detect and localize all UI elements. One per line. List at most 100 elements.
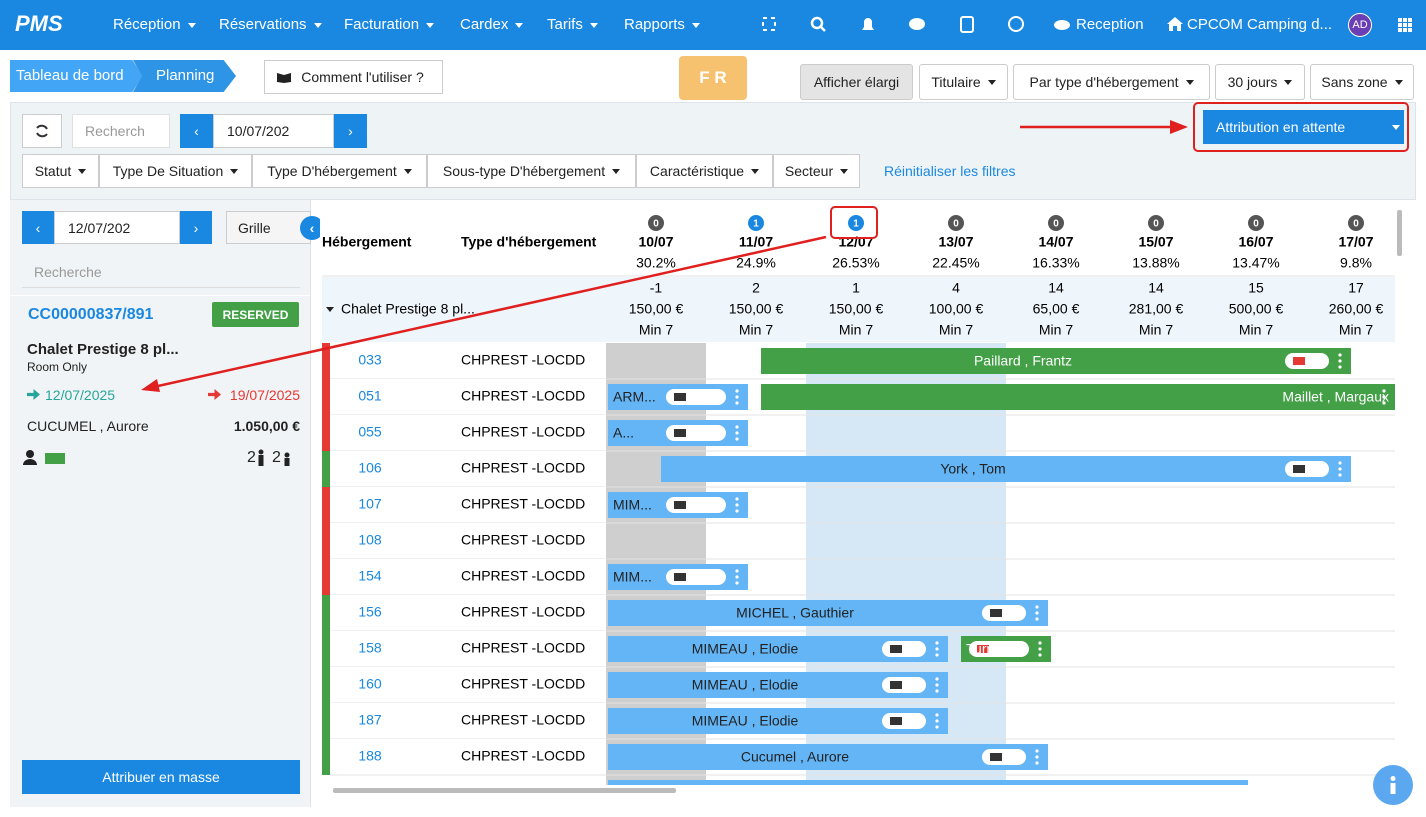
day-price: 260,00 € xyxy=(1329,301,1384,317)
unit-number[interactable]: 108 xyxy=(358,532,382,548)
booking-bar[interactable] xyxy=(761,348,1351,374)
day-badge xyxy=(1048,215,1064,231)
vertical-scrollbar[interactable] xyxy=(1397,210,1402,256)
unit-type: CHPREST -LOCDD xyxy=(461,568,585,584)
booking-menu-dot xyxy=(1035,617,1039,621)
chat-icon[interactable] xyxy=(909,18,925,30)
day-min-stay: Min 7 xyxy=(639,322,673,338)
fullscreen-icon[interactable] xyxy=(762,17,776,31)
day-occupancy: 26.53% xyxy=(832,255,879,271)
avatar[interactable]: AD xyxy=(1348,13,1372,37)
unit-number[interactable]: 188 xyxy=(358,748,382,764)
payment-icon xyxy=(45,453,65,464)
breadcrumb-item[interactable]: Planning xyxy=(133,60,236,92)
nav-menu[interactable]: Facturation xyxy=(344,16,434,33)
day-occupancy: 22.45% xyxy=(932,255,979,271)
booking-bar[interactable] xyxy=(661,456,1351,482)
filter-dropdown[interactable]: Sous-type D'hébergement xyxy=(427,154,636,188)
side-prev-button[interactable]: ‹ xyxy=(22,211,54,244)
view-option[interactable]: Afficher élargi xyxy=(800,64,913,100)
horizontal-scrollbar[interactable] xyxy=(333,788,676,793)
next-date-button[interactable]: › xyxy=(334,114,367,148)
breadcrumb-item[interactable]: Tableau de bord xyxy=(10,60,143,92)
booking-menu-dot xyxy=(935,689,939,693)
refresh-button[interactable] xyxy=(22,114,62,148)
unit-number[interactable]: 158 xyxy=(358,640,382,656)
day-badge-count: 0 xyxy=(953,219,959,230)
booking-guest: MIMEAU , Elodie xyxy=(692,677,799,693)
side-next-button[interactable]: › xyxy=(180,211,212,244)
booking-bar[interactable] xyxy=(608,744,1048,770)
booking-menu-dot xyxy=(735,401,739,405)
bell-icon[interactable] xyxy=(862,18,874,30)
unit-number[interactable]: 154 xyxy=(358,568,382,584)
apps-dot xyxy=(1403,23,1407,27)
unit-number[interactable]: 051 xyxy=(358,388,382,404)
unit-number[interactable]: 033 xyxy=(358,352,382,368)
reset-filters-link[interactable]: Réinitialiser les filtres xyxy=(884,163,1016,179)
unit-number[interactable]: 106 xyxy=(358,460,382,476)
nav-menu[interactable]: Réception xyxy=(113,16,196,33)
unit-number[interactable]: 107 xyxy=(358,496,382,512)
nav-menu[interactable]: Tarifs xyxy=(547,16,598,33)
search-icon[interactable] xyxy=(810,16,824,30)
view-option[interactable]: Sans zone xyxy=(1310,64,1414,100)
group-label: Chalet Prestige 8 pl... xyxy=(341,301,475,317)
filter-dropdown[interactable]: Statut xyxy=(22,154,99,188)
day-available: 2 xyxy=(752,280,760,296)
unit-number[interactable]: 156 xyxy=(358,604,382,620)
departure-icon xyxy=(208,389,221,400)
row-status xyxy=(322,703,330,739)
home-icon xyxy=(1167,17,1183,31)
filter-dropdown[interactable]: Caractéristique xyxy=(636,154,773,188)
brand[interactable]: PMS xyxy=(15,11,63,36)
nav-menu[interactable]: Réservations xyxy=(219,16,322,33)
filter-dropdown[interactable]: Secteur xyxy=(773,154,860,188)
row-status xyxy=(322,595,330,631)
guest-icon-body xyxy=(23,459,37,465)
language-switch[interactable]: F R xyxy=(679,56,747,100)
booking-arrival: 12/07/2025 xyxy=(45,387,116,403)
mass-assign-button[interactable]: Attribuer en masse xyxy=(22,760,300,794)
filter-dropdown[interactable]: Type De Situation xyxy=(99,154,252,188)
property-link[interactable]: CPCOM Camping d... xyxy=(1187,16,1333,33)
booking-icon xyxy=(990,609,1002,617)
history-icon[interactable] xyxy=(1008,16,1024,32)
booking-accommodation: Chalet Prestige 8 pl... xyxy=(27,341,179,358)
search-input[interactable]: Recherch xyxy=(72,114,170,148)
booking-id[interactable]: CC00000837/891 xyxy=(28,306,154,323)
booking-icon xyxy=(990,753,1002,761)
side-date-input[interactable]: 12/07/202 xyxy=(54,211,180,244)
unit-number[interactable]: 187 xyxy=(358,712,382,728)
unit-number[interactable]: 160 xyxy=(358,676,382,692)
help-button[interactable]: Comment l'utiliser ? xyxy=(264,60,443,94)
day-occupancy: 16.33% xyxy=(1032,255,1079,271)
booking-guest: MIM... xyxy=(613,497,652,513)
booking-bar[interactable] xyxy=(761,384,1395,410)
booking-icon xyxy=(890,717,902,725)
view-option[interactable]: 30 jours xyxy=(1215,64,1305,100)
tablet-icon[interactable] xyxy=(960,16,974,33)
day-available: 14 xyxy=(1148,280,1164,296)
nav-icons xyxy=(762,16,1024,33)
booking-icon xyxy=(1293,465,1305,473)
view-option[interactable]: Par type d'hébergement xyxy=(1013,64,1210,100)
view-option[interactable]: Titulaire xyxy=(919,64,1008,100)
reception-link[interactable]: Reception xyxy=(1076,16,1144,33)
day-date: 16/07 xyxy=(1238,234,1273,250)
booking-bar[interactable] xyxy=(608,600,1048,626)
booking-menu-dot xyxy=(735,503,739,507)
prev-date-button[interactable]: ‹ xyxy=(180,114,213,148)
nav-menu[interactable]: Cardex xyxy=(460,16,523,33)
pending-assignment-button[interactable]: Attribution en attente xyxy=(1203,110,1404,144)
unit-number[interactable]: 055 xyxy=(358,424,382,440)
view-toggle-button[interactable]: Grille xyxy=(226,211,311,244)
filter-dropdown[interactable]: Type D'hébergement xyxy=(252,154,427,188)
nav-menu[interactable]: Rapports xyxy=(624,16,700,33)
side-search[interactable]: Recherche xyxy=(22,256,300,288)
info-button[interactable] xyxy=(1373,765,1413,805)
date-input[interactable]: 10/07/202 xyxy=(213,114,334,148)
apps-icon[interactable] xyxy=(1398,18,1412,32)
booking-menu-dot xyxy=(735,509,739,513)
